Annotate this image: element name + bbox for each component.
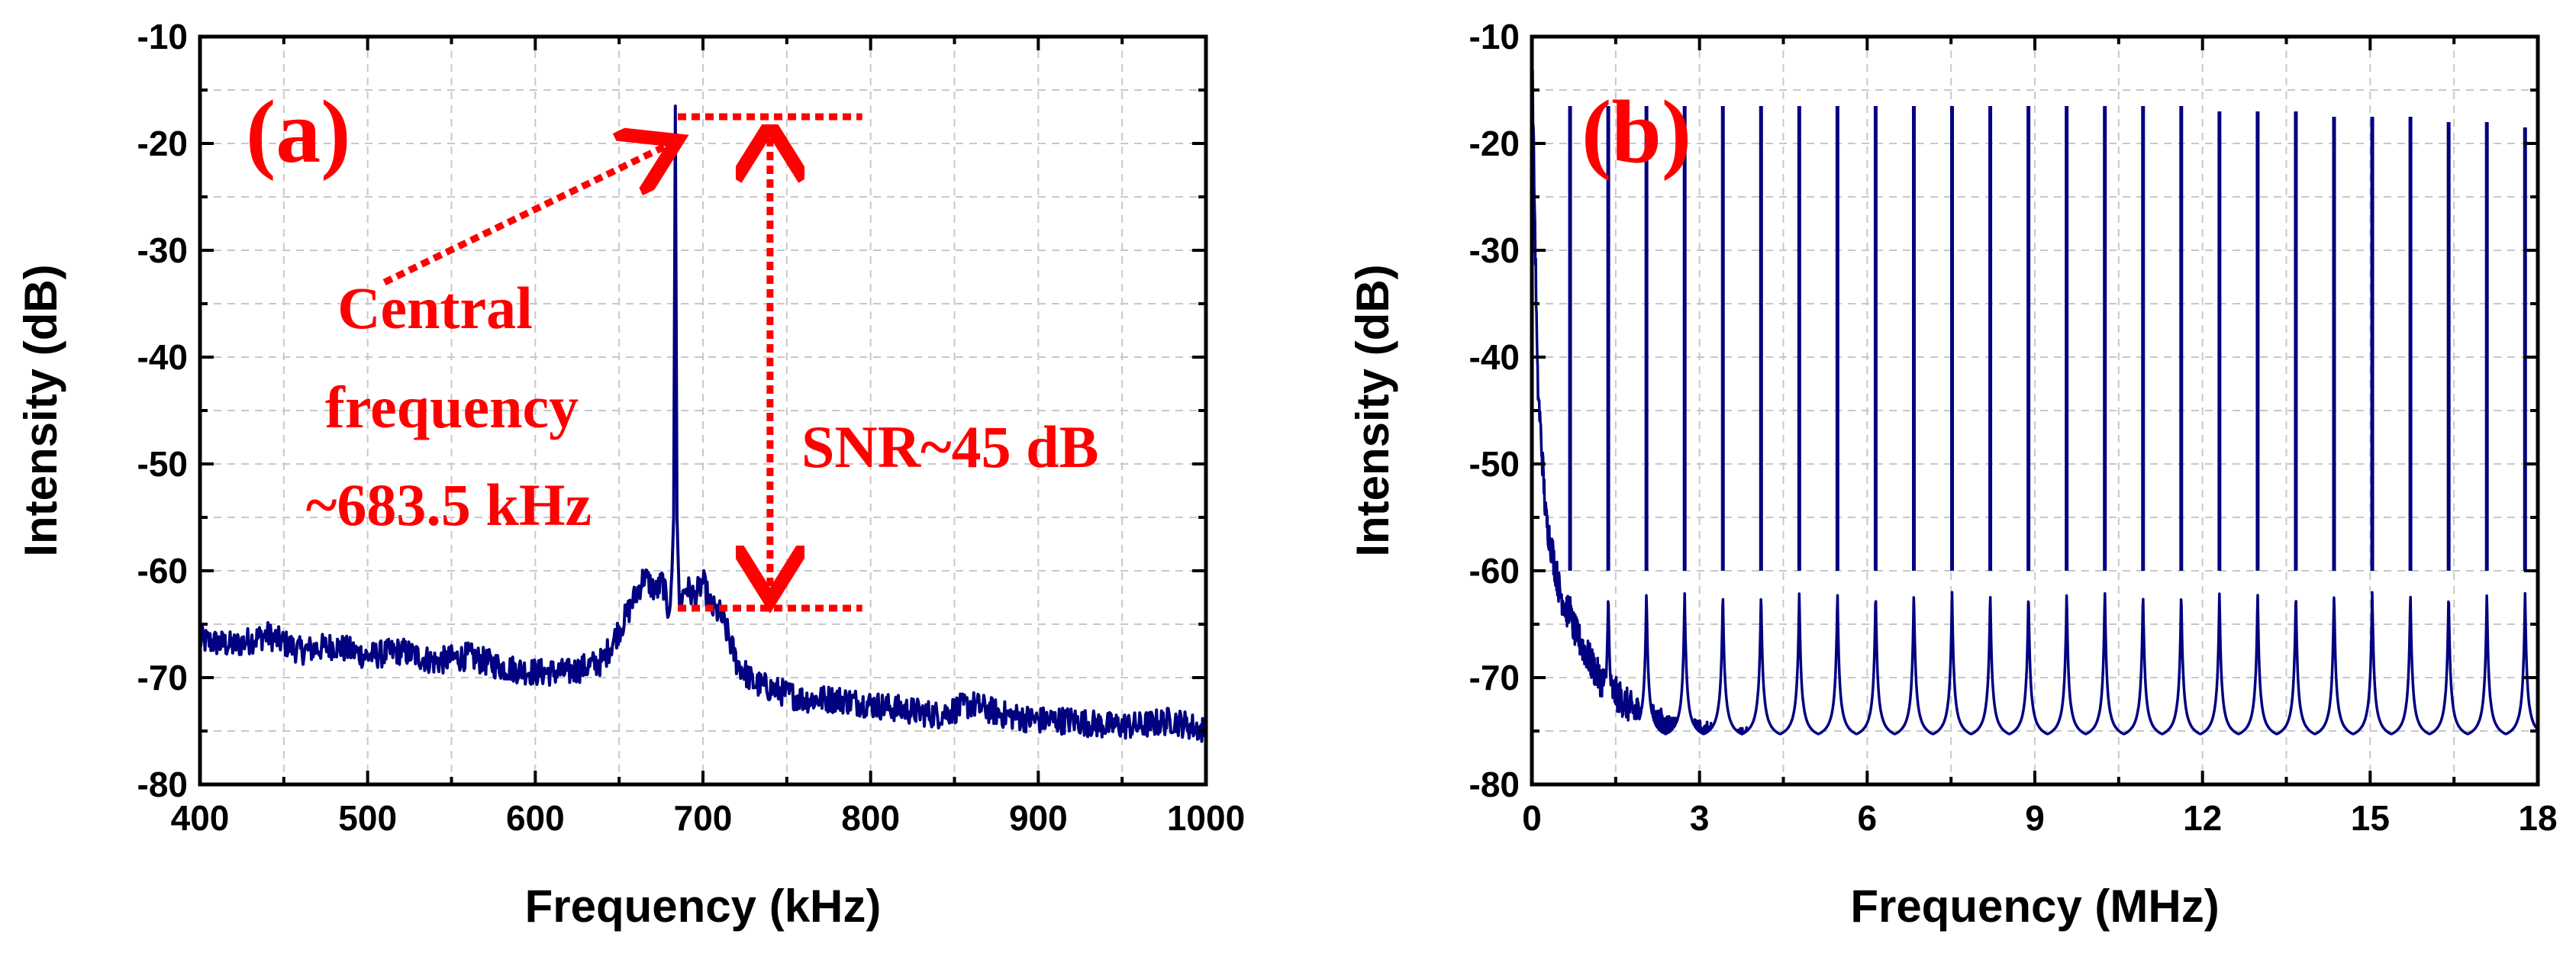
y-tick-label: -60 bbox=[137, 551, 188, 591]
x-axis-title-a: Frequency (kHz) bbox=[525, 881, 882, 932]
annotation-central-line-2: frequency bbox=[325, 374, 579, 440]
tick-labels-a: 400 500 600 700 800 900 1000 -80 -70 -60 -50 -40 -30… bbox=[137, 17, 1246, 838]
panel-a: 400 500 600 700 800 900 1000 -80 -70 -60 -50 -40 -30… bbox=[15, 17, 1245, 932]
y-tick-label: -20 bbox=[1469, 124, 1520, 163]
annotation-central-line-1: Central bbox=[337, 275, 533, 341]
y-tick-label: -10 bbox=[137, 17, 188, 56]
x-tick-label: 18 bbox=[2518, 798, 2557, 838]
x-tick-label: 3 bbox=[1690, 798, 1710, 838]
y-tick-label: -70 bbox=[137, 658, 188, 697]
x-tick-label: 0 bbox=[1522, 798, 1542, 838]
spectrum-floor-b bbox=[1530, 36, 2539, 736]
annotation-central-line-3: ~683.5 kHz bbox=[306, 472, 592, 538]
y-tick-label: -80 bbox=[1469, 765, 1520, 804]
x-tick-label: 600 bbox=[506, 798, 565, 838]
x-tick-label: 6 bbox=[1858, 798, 1878, 838]
y-tick-label: -30 bbox=[1469, 230, 1520, 270]
y-tick-label: -10 bbox=[1469, 17, 1520, 56]
panel-b: 0 3 6 9 12 15 18 -80 -70 -60 -50 -40 -30 -20 -10 Frequ… bbox=[1347, 17, 2558, 932]
annotation-snr: SNR~45 dB bbox=[801, 414, 1099, 480]
y-tick-label: -30 bbox=[137, 230, 188, 270]
y-tick-label: -70 bbox=[1469, 658, 1520, 697]
y-tick-label: -40 bbox=[1469, 337, 1520, 377]
y-axis-title-b: Intensity (dB) bbox=[1347, 264, 1398, 556]
panel-label-a: (a) bbox=[246, 82, 351, 182]
y-axis-title-a: Intensity (dB) bbox=[15, 264, 66, 556]
y-tick-label: -60 bbox=[1469, 551, 1520, 591]
x-tick-label: 1000 bbox=[1167, 798, 1245, 838]
annotations-a: Central frequency ~683.5 kHz SNR~45 dB bbox=[306, 113, 1099, 608]
trace-b bbox=[1530, 36, 2539, 736]
y-tick-label: -50 bbox=[137, 444, 188, 484]
panel-label-b: (b) bbox=[1581, 82, 1691, 182]
y-tick-label: -50 bbox=[1469, 444, 1520, 484]
x-tick-label: 9 bbox=[2025, 798, 2045, 838]
x-axis-title-b: Frequency (MHz) bbox=[1850, 881, 2219, 932]
ticks-b bbox=[1530, 35, 2539, 786]
x-tick-label: 400 bbox=[171, 798, 230, 838]
central-frequency-arrow bbox=[382, 147, 665, 286]
spectrum-trace-a bbox=[198, 105, 1207, 746]
trace-a bbox=[198, 105, 1207, 746]
x-tick-label: 12 bbox=[2183, 798, 2222, 838]
x-tick-label: 700 bbox=[674, 798, 733, 838]
x-tick-label: 800 bbox=[841, 798, 900, 838]
y-tick-label: -80 bbox=[137, 765, 188, 804]
y-tick-label: -40 bbox=[137, 337, 188, 377]
tick-labels-b: 0 3 6 9 12 15 18 -80 -70 -60 -50 -40 -30 -20 -10 bbox=[1469, 17, 2558, 838]
y-tick-label: -20 bbox=[137, 124, 188, 163]
x-tick-label: 500 bbox=[338, 798, 397, 838]
x-tick-label: 900 bbox=[1009, 798, 1068, 838]
x-tick-label: 15 bbox=[2351, 798, 2390, 838]
ticks-a bbox=[198, 35, 1207, 786]
